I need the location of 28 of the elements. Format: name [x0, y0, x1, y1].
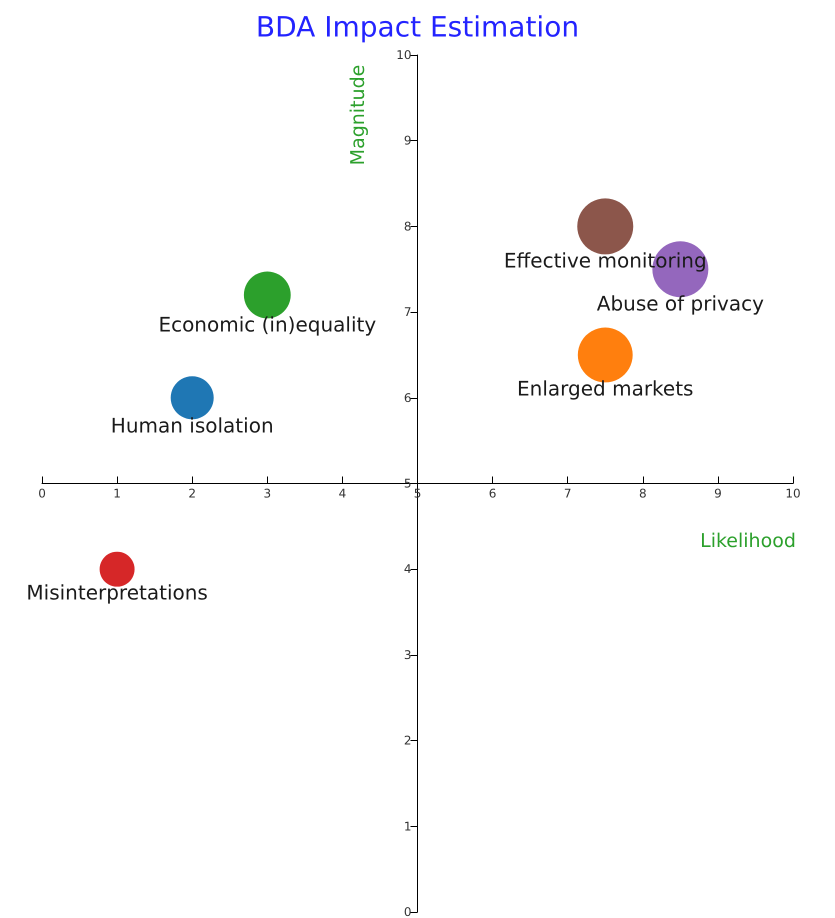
y-tick-label: 8	[404, 219, 412, 234]
y-axis-title: Magnitude	[347, 64, 369, 166]
x-tick-label: 0	[38, 486, 46, 500]
y-tick-label: 1	[404, 819, 412, 834]
y-tick-label: 10	[396, 48, 412, 62]
series-label: Enlarged markets	[517, 376, 694, 400]
y-tick-label: 2	[404, 734, 412, 748]
y-tick-label: 3	[404, 648, 412, 662]
series-label: Abuse of privacy	[596, 291, 764, 316]
series-label: Misinterpretations	[26, 580, 208, 605]
x-tick-label: 7	[564, 486, 572, 500]
y-tick-label: 7	[404, 305, 412, 320]
x-tick-label: 9	[714, 486, 722, 500]
series-label: Human isolation	[110, 413, 274, 438]
series-label: Economic (in)equality	[158, 312, 376, 336]
y-tick-label: 9	[404, 134, 412, 148]
y-tick-label: 4	[404, 562, 412, 576]
y-tick-label: 0	[404, 905, 412, 918]
x-tick-label: 2	[188, 486, 196, 500]
x-tick-label: 10	[785, 486, 801, 500]
x-axis-title: Likelihood	[700, 530, 796, 552]
y-tick-label: 6	[404, 390, 412, 405]
x-tick-label: 1	[113, 486, 121, 500]
x-tick-label: 3	[263, 486, 272, 500]
x-tick-label: 4	[338, 486, 346, 500]
x-tick-label: 6	[488, 486, 496, 500]
x-tick-label: 8	[638, 486, 647, 500]
chart-title: BDA Impact Estimation	[256, 10, 580, 44]
